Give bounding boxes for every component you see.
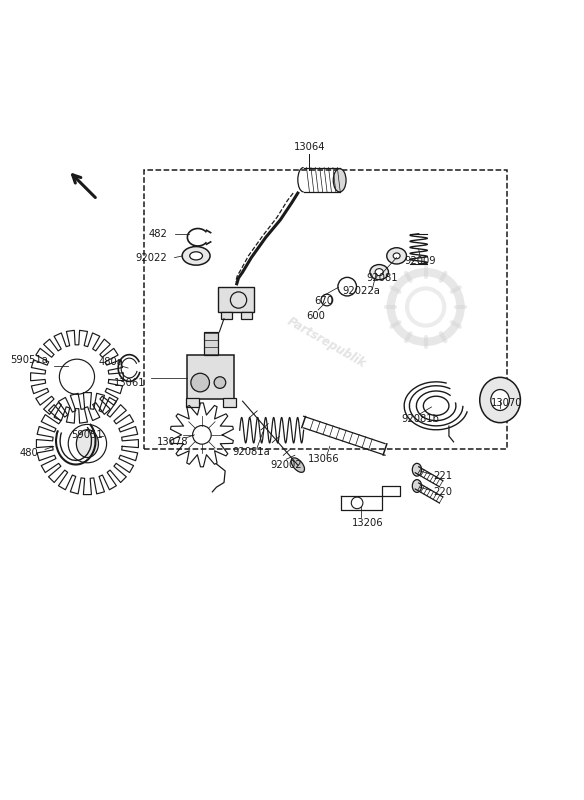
- Text: 13064: 13064: [294, 142, 325, 152]
- Ellipse shape: [491, 390, 509, 410]
- Text: 13206: 13206: [352, 518, 383, 528]
- Ellipse shape: [393, 253, 400, 258]
- Text: 480: 480: [20, 449, 39, 458]
- Text: Partsrepublik: Partsrepublik: [285, 315, 369, 371]
- Ellipse shape: [370, 265, 388, 280]
- Bar: [241, 312, 252, 318]
- Ellipse shape: [412, 480, 422, 493]
- Text: 92009: 92009: [404, 255, 436, 266]
- Text: 92081a: 92081a: [232, 447, 270, 458]
- Text: 482: 482: [149, 230, 168, 239]
- Bar: [221, 312, 231, 318]
- Text: 92022: 92022: [135, 253, 167, 262]
- Text: 92022a: 92022a: [343, 286, 381, 296]
- Text: 92081: 92081: [366, 273, 398, 283]
- Ellipse shape: [182, 246, 210, 265]
- Text: 13061: 13061: [113, 378, 145, 387]
- Circle shape: [214, 377, 226, 388]
- Text: 59051a: 59051a: [11, 355, 48, 366]
- Bar: [224, 398, 236, 407]
- Bar: [186, 398, 199, 407]
- Text: 92002: 92002: [270, 460, 302, 470]
- Ellipse shape: [291, 458, 304, 472]
- Bar: [144, 170, 507, 450]
- Circle shape: [191, 374, 210, 392]
- Text: 480a: 480a: [98, 358, 123, 367]
- Text: 670: 670: [314, 296, 333, 306]
- Ellipse shape: [387, 248, 406, 264]
- Bar: [218, 287, 254, 312]
- Text: 221: 221: [433, 470, 453, 481]
- Ellipse shape: [190, 252, 203, 260]
- Bar: [187, 355, 234, 399]
- Text: 13070: 13070: [491, 398, 523, 408]
- Text: 220: 220: [433, 487, 453, 497]
- Bar: [204, 332, 218, 355]
- Ellipse shape: [333, 169, 346, 192]
- Text: 59051: 59051: [71, 430, 103, 440]
- Text: 13078: 13078: [157, 437, 189, 447]
- Ellipse shape: [77, 430, 99, 458]
- Text: 92081b: 92081b: [401, 414, 439, 423]
- Text: 600: 600: [306, 310, 325, 321]
- Text: 13066: 13066: [308, 454, 340, 464]
- Ellipse shape: [479, 378, 520, 422]
- Ellipse shape: [375, 269, 383, 276]
- Ellipse shape: [412, 463, 422, 476]
